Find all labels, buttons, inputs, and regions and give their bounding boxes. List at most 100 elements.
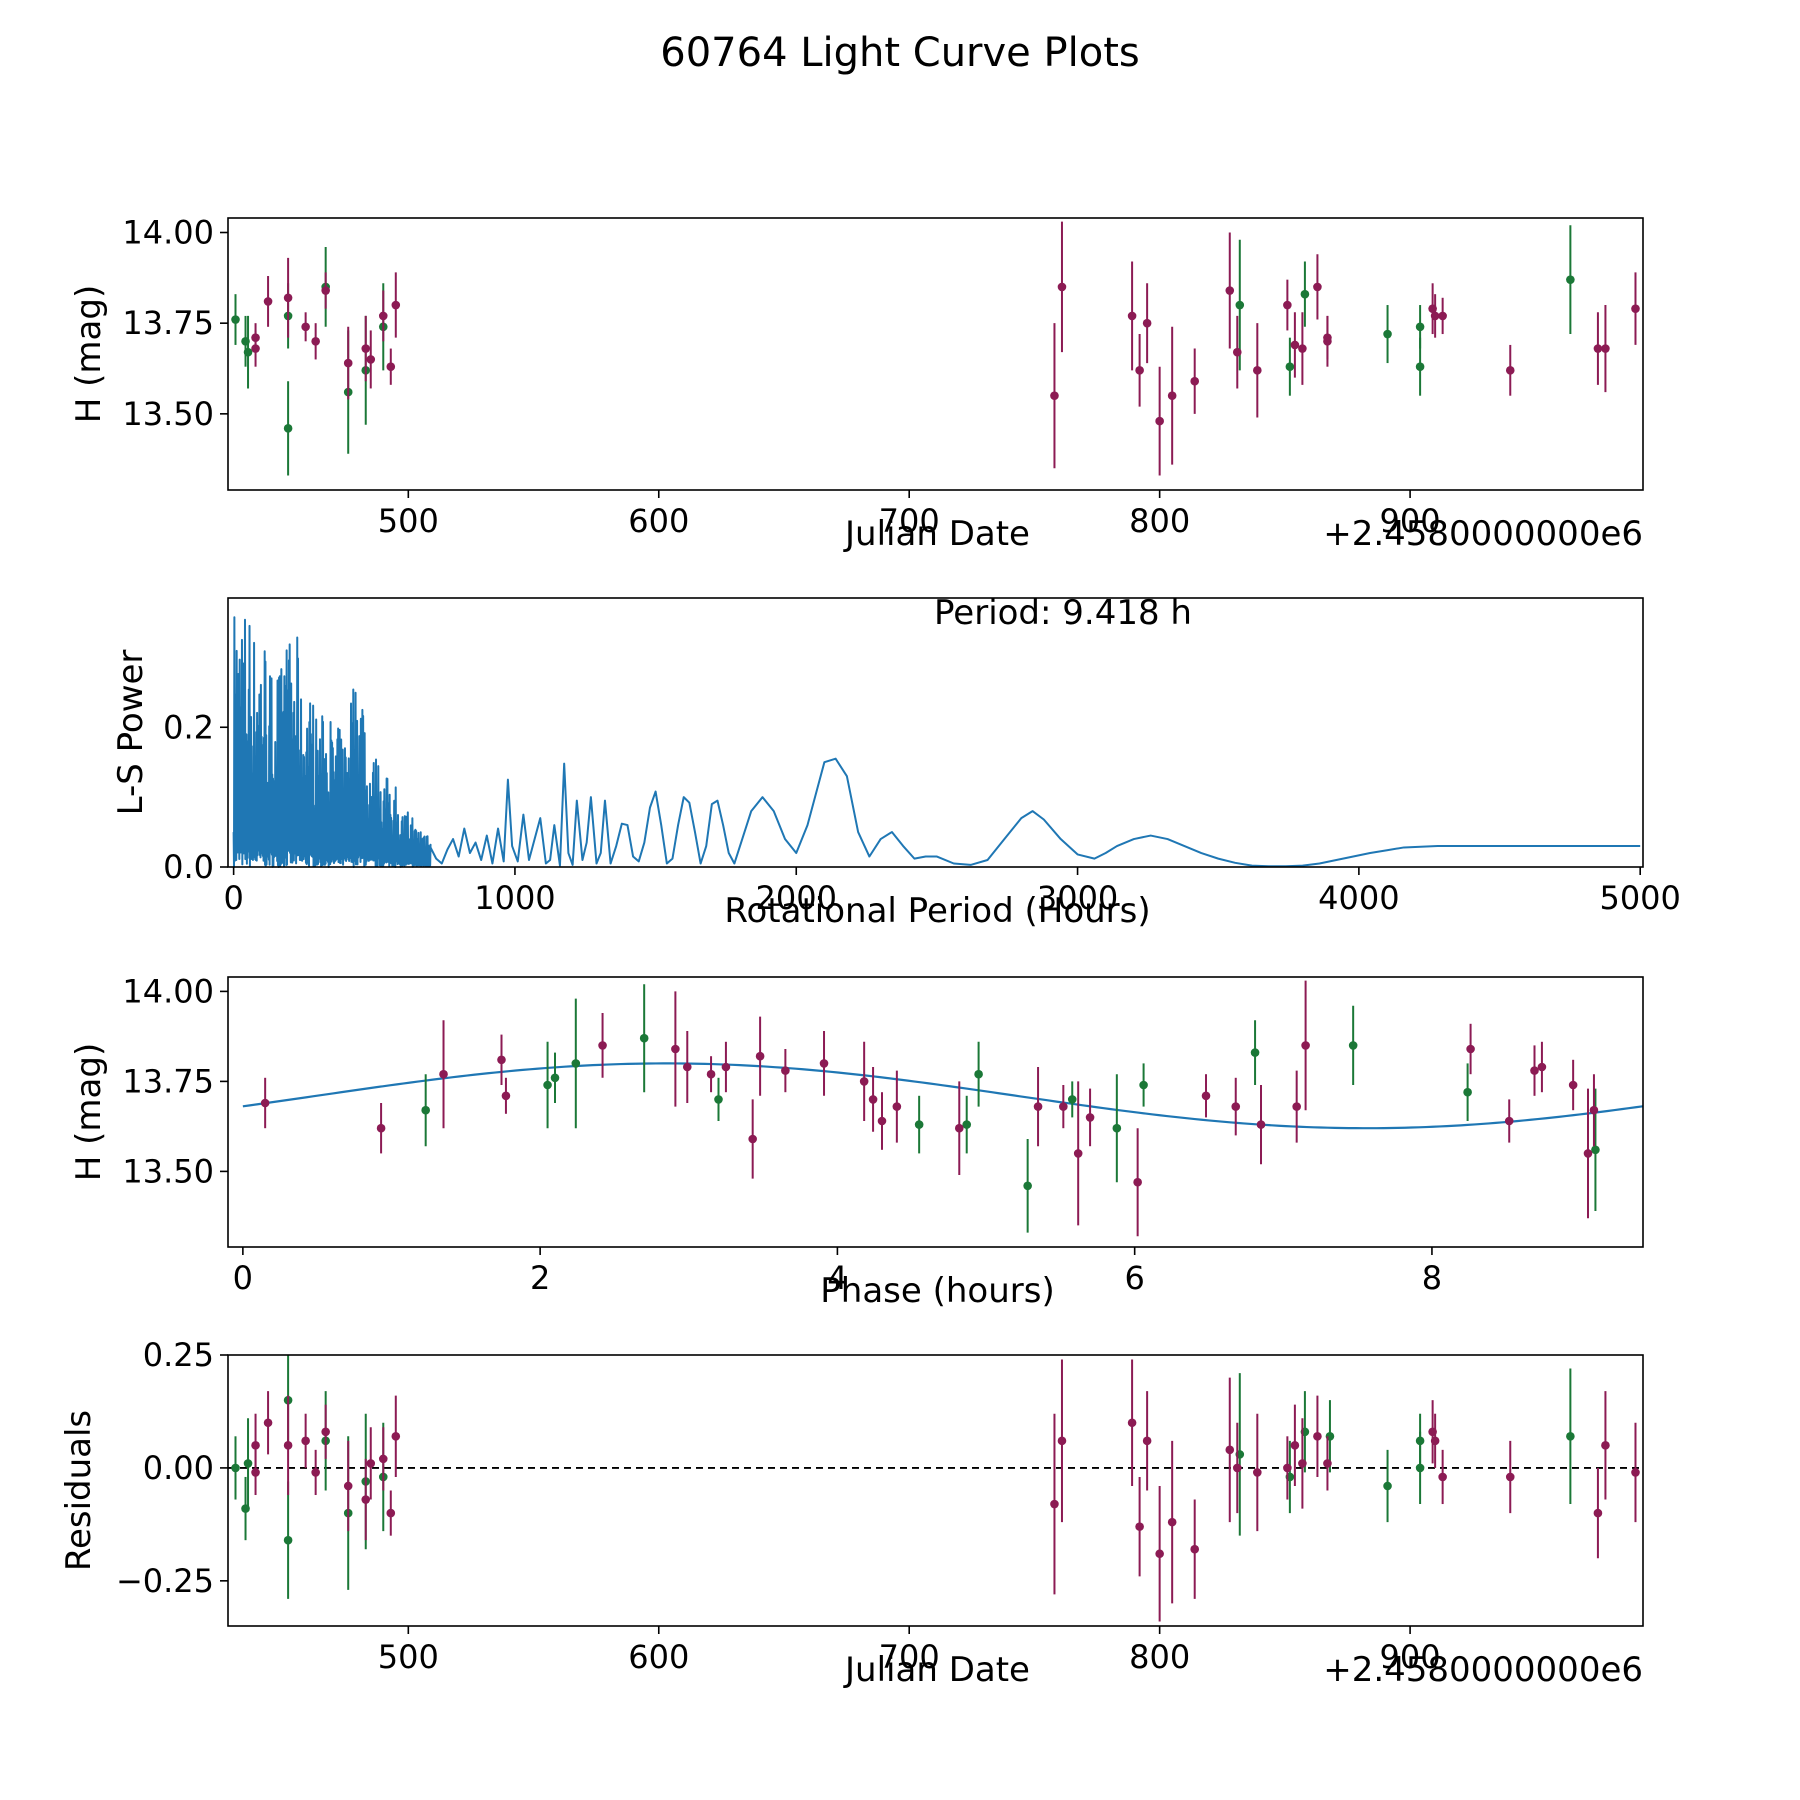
data-point [1283,300,1292,310]
data-point [1415,362,1425,371]
data-point [859,1077,869,1086]
data-point [706,1069,716,1079]
data-point [748,1134,757,1144]
data-point [378,311,388,321]
data-point [1253,1468,1262,1477]
periodogram-panel: Period: 9.418 h 0 1000 2000 3000 4000 5000 0.0… [111,593,1681,931]
data-point [1300,289,1310,299]
data-point [755,1051,765,1061]
data-point [1505,1472,1515,1482]
y-tick-label: 14.00 [122,972,214,1010]
data-point [1283,1463,1292,1473]
data-point [1589,1105,1599,1115]
data-point [1438,1472,1447,1482]
data-point [1127,1418,1137,1428]
data-point [1133,1177,1142,1187]
x-tick-label: 800 [1129,502,1190,540]
data-point [1059,1102,1068,1111]
x-tick-label: 700 [879,502,940,540]
data-point [1430,1436,1440,1446]
data-point [361,344,371,353]
y-tick-label: 0.25 [143,1336,214,1374]
data-point [1085,1113,1095,1122]
periodogram-line [232,616,1641,868]
data-point [1631,304,1640,313]
data-point [1383,1481,1392,1491]
y-tick-label: 14.00 [122,214,214,252]
data-point [1073,1149,1083,1158]
data-point [1631,1468,1640,1477]
x-tick-label: 500 [378,1638,439,1676]
data-point [1067,1095,1077,1104]
phased-curve-panel: 0 2 4 6 8 13.50 13.75 14.00 Phase (hours) H (mag) [69,972,1644,1311]
data-point [1057,282,1067,292]
data-point [1530,1066,1539,1075]
data-point [1463,1087,1472,1097]
data-point [391,1432,401,1441]
x-tick-label: 4 [827,1259,847,1297]
data-point [639,1033,649,1043]
data-point [1285,362,1295,371]
data-point [231,1463,240,1473]
data-point [1415,1463,1425,1473]
data-point [868,1095,878,1104]
data-point [1050,391,1059,401]
data-point [1348,1041,1358,1050]
data-point [1139,1080,1148,1090]
data-point [1601,1441,1610,1450]
data-point [263,297,273,306]
residuals-panel: 500 600 700 800 900 −0.25 0.00 0.25 Julian Date R… [59,1336,1644,1690]
data-point [1253,366,1262,375]
data-point [311,337,320,346]
data-point [1313,1432,1322,1441]
data-point [962,1120,972,1129]
y-tick-label: 0.0 [163,848,214,886]
data-point [550,1073,560,1083]
data-point [497,1055,506,1065]
data-point [1301,1041,1310,1050]
data-point [974,1069,983,1079]
data-point [1290,1441,1300,1450]
data-point [1430,311,1440,321]
x-tick-label: 600 [628,502,689,540]
y-tick-label: 13.75 [122,304,214,342]
data-point [1290,340,1300,350]
data-point [1050,1499,1059,1509]
data-point [819,1059,829,1068]
series-band_b [260,980,1599,1237]
data-point [571,1059,581,1068]
data-point [1167,391,1177,401]
y-tick-label: 13.50 [122,1152,214,1190]
data-point [543,1080,552,1090]
x-axis-label: Julian Date [843,514,1030,554]
x-tick-label: 0 [223,879,243,917]
data-point [1023,1181,1032,1191]
x-axis-label: Rotational Period (Hours) [724,891,1150,931]
data-point [251,1468,260,1477]
axes-frame [227,217,1644,491]
data-point [1235,300,1245,310]
data-point [283,1441,293,1450]
x-tick-label: 900 [1380,502,1441,540]
data-point [1167,1517,1177,1527]
data-point [439,1069,448,1079]
x-tick-label: 0 [233,1259,253,1297]
data-point [243,1459,253,1468]
data-point [1256,1120,1266,1129]
data-point [501,1091,511,1101]
data-point [1415,322,1425,332]
data-point [301,1436,310,1446]
data-point [1225,286,1235,295]
plot-content [232,616,1641,868]
data-point [1591,1145,1600,1155]
data-point [1505,366,1515,375]
data-point [671,1044,680,1054]
axes-frame [227,597,1644,868]
data-point [1583,1149,1593,1158]
y-tick-label: 0.00 [143,1449,214,1487]
x-tick-label: 3000 [1037,879,1118,917]
data-point [1142,318,1152,328]
data-point [1190,1544,1200,1554]
